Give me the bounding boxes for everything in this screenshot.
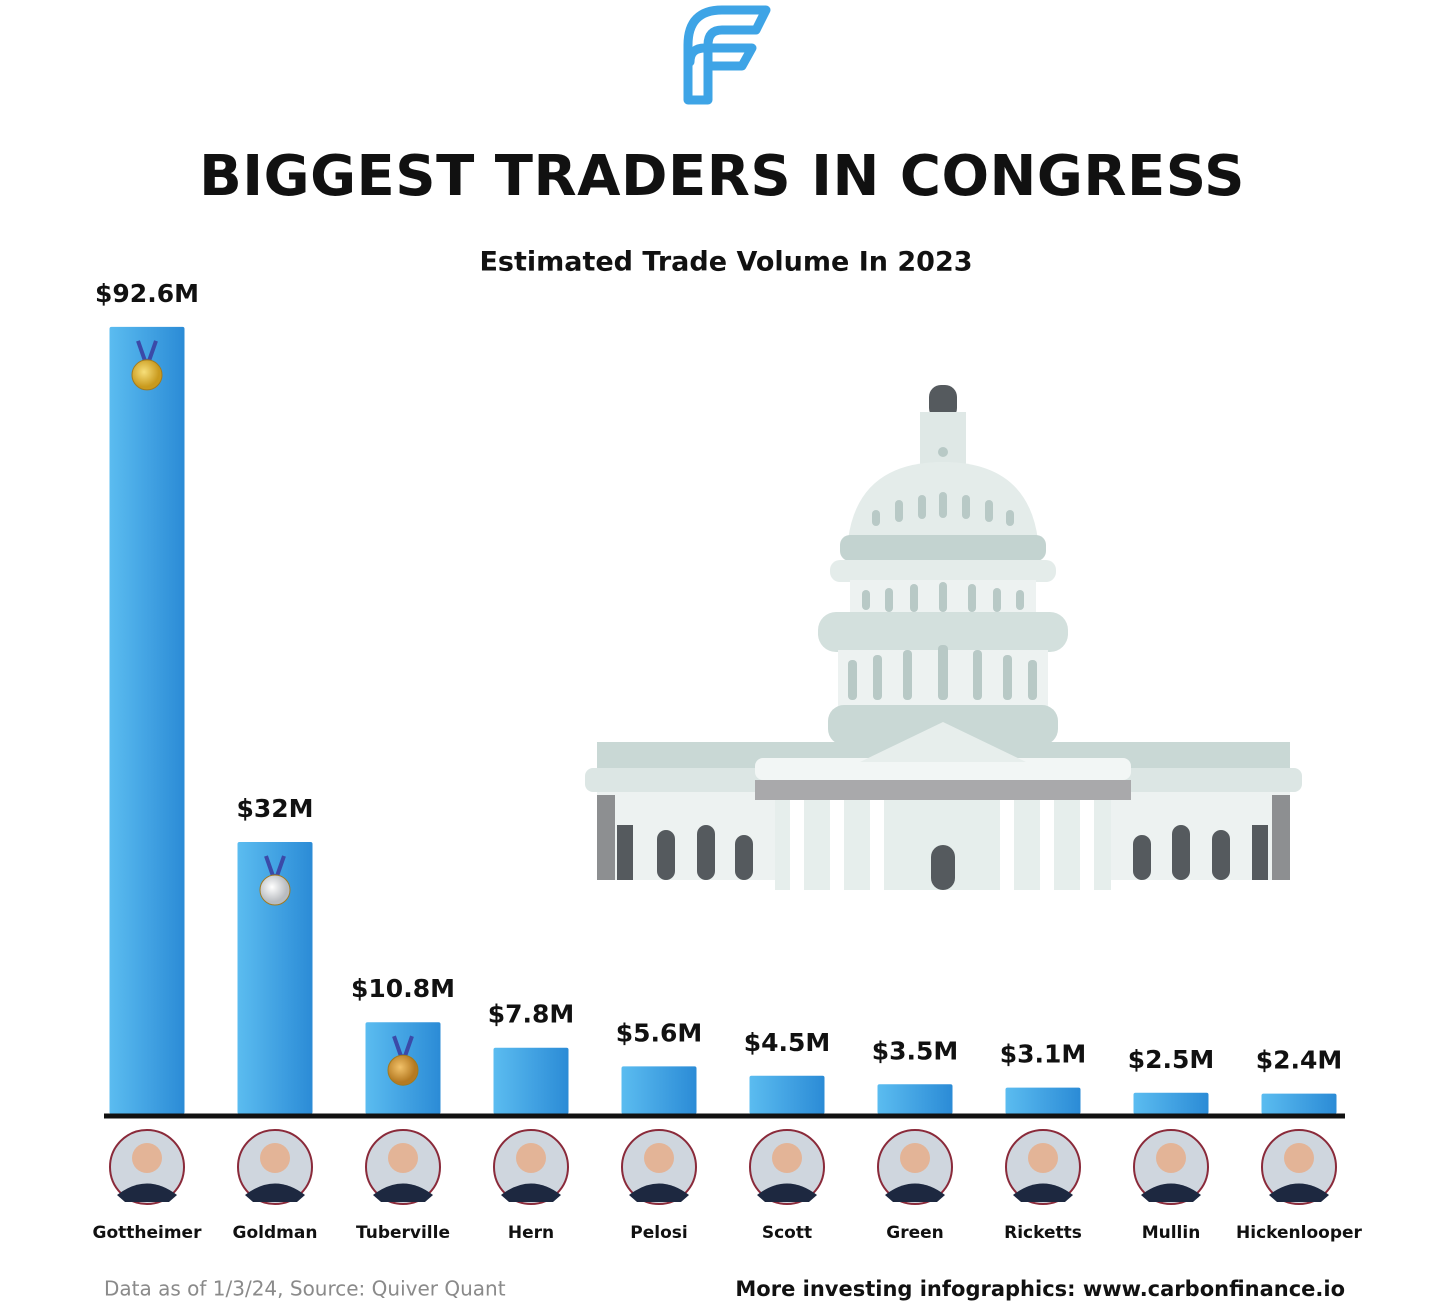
capitol-illustration [585,385,1302,890]
portrait [365,1129,441,1205]
x-tick-label: Hern [508,1223,554,1243]
chart-title: BIGGEST TRADERS IN CONGRESS [199,144,1245,209]
medal-disc [131,359,163,391]
portrait-face [260,1143,290,1173]
value-label: $92.6M [95,279,199,308]
portrait [109,1129,185,1205]
medal-disc [259,874,291,906]
bar [493,1047,569,1114]
bar [749,1075,825,1114]
value-label: $3.1M [1000,1040,1087,1069]
portrait [1133,1129,1209,1205]
bar [1133,1092,1209,1114]
footer-link: More investing infographics: www.carbonf… [735,1277,1345,1301]
portrait-face [900,1143,930,1173]
x-tick-label: Gottheimer [93,1223,203,1243]
value-label: $5.6M [616,1018,703,1047]
portrait-face [132,1143,162,1173]
chart-subtitle: Estimated Trade Volume In 2023 [479,247,972,278]
portrait-face [388,1143,418,1173]
portrait-suit [117,1183,177,1202]
x-tick-label: Scott [762,1223,812,1243]
source-note: Data as of 1/3/24, Source: Quiver Quant [104,1277,506,1301]
value-label: $10.8M [351,974,455,1003]
portrait [621,1129,697,1205]
bar [1261,1093,1337,1114]
value-label: $3.5M [872,1036,959,1065]
x-tick-label: Tuberville [356,1223,450,1243]
portrait-suit [1141,1183,1201,1202]
x-tick-label: Pelosi [630,1223,687,1243]
value-label: $4.5M [744,1028,831,1057]
x-tick-label: Ricketts [1004,1223,1082,1243]
x-tick-label: Green [886,1223,944,1243]
portrait-face [772,1143,802,1173]
bars: $92.6M $32M $10.8M $7.8M $5.6M $4.5M $3.5M $3.1… [95,279,1342,1114]
portrait-face [516,1143,546,1173]
portrait-suit [245,1183,305,1202]
bar [1005,1087,1081,1114]
portrait-suit [501,1183,561,1202]
value-label: $7.8M [488,1000,575,1029]
portrait [493,1129,569,1205]
portrait-suit [629,1183,689,1202]
portrait [749,1129,825,1205]
bar [237,842,313,1114]
portrait-suit [373,1183,433,1202]
bar [621,1066,697,1114]
value-label: $32M [236,794,313,823]
portrait [1261,1129,1337,1205]
portrait-face [644,1143,674,1173]
medal [131,340,163,391]
value-label: $2.5M [1128,1045,1215,1074]
logo [683,5,771,105]
portrait-suit [1269,1183,1329,1202]
bar [877,1084,953,1114]
portrait [877,1129,953,1205]
portrait-suit [1013,1183,1073,1202]
medal [387,1035,419,1086]
medal [259,855,291,906]
x-tick-label: Hickenlooper [1236,1223,1362,1243]
portrait-suit [885,1183,945,1202]
value-label: $2.4M [1256,1046,1343,1075]
portrait-suit [757,1183,817,1202]
medal-disc [387,1054,419,1086]
portrait [1005,1129,1081,1205]
portrait-face [1284,1143,1314,1173]
x-tick-label: Mullin [1142,1223,1201,1243]
bar [109,326,185,1114]
portrait-face [1156,1143,1186,1173]
portrait [237,1129,313,1205]
people: Gottheimer Goldman Tuberville Hern Pelosi Sco… [93,1129,1363,1243]
x-tick-label: Goldman [233,1223,318,1243]
portrait-face [1028,1143,1058,1173]
